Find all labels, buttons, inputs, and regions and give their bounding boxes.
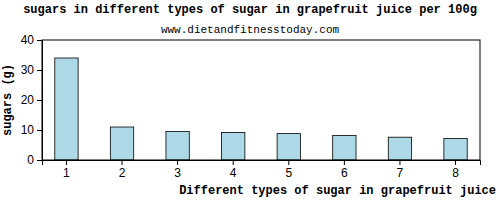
x-tick-label: 5 [285, 166, 292, 180]
y-tick: 0 [27, 153, 42, 167]
title: sugars in different types of sugar in gr… [23, 3, 477, 17]
bars [55, 58, 467, 160]
x-axis-title: Different types of sugar in grapefruit j… [179, 184, 496, 198]
x-tick: 2 [119, 160, 126, 180]
x-tick-label: 1 [63, 166, 70, 180]
x-tick-mark [177, 160, 178, 165]
y-axis-title: sugars (g) [1, 64, 15, 136]
x-tick: 7 [397, 160, 404, 180]
x-tick-mark [399, 160, 400, 165]
x-tick-mark [66, 160, 67, 165]
y-tick-mark [37, 160, 42, 161]
y-tick-label: 0 [27, 153, 34, 167]
y-tick-label: 40 [21, 33, 35, 47]
x-tick-label: 8 [452, 166, 459, 180]
x-tick-mark [344, 160, 345, 165]
bar [388, 137, 411, 160]
x-axis-line [43, 161, 481, 166]
y-tick-label: 10 [21, 123, 35, 137]
y-axis: 0 10 20 30 40 [21, 33, 43, 167]
x-tick-mark [455, 160, 456, 165]
x-tick: 4 [230, 160, 237, 180]
bar [166, 132, 189, 161]
x-tick: 8 [452, 160, 459, 180]
plot-frame [42, 40, 480, 160]
x-tick-label: 7 [397, 166, 404, 180]
y-axis-line [37, 41, 43, 161]
chart-svg: 0 10 20 30 40 1 2 3 4 5 6 7 8 sugars in different typ… [0, 0, 500, 200]
y-tick-mark [37, 100, 42, 101]
y-tick: 30 [21, 63, 42, 77]
y-tick-label: 20 [21, 93, 35, 107]
subtitle: www.dietandfitnesstoday.com [161, 24, 340, 36]
x-tick-label: 6 [341, 166, 348, 180]
y-tick-mark [37, 70, 42, 71]
x-tick: 5 [285, 160, 292, 180]
x-tick: 6 [341, 160, 348, 180]
x-tick-label: 3 [174, 166, 181, 180]
x-tick-mark [288, 160, 289, 165]
x-tick-mark [122, 160, 123, 165]
x-tick-mark [233, 160, 234, 165]
x-tick-label: 2 [119, 166, 126, 180]
y-tick: 40 [21, 33, 42, 47]
x-tick-label: 4 [230, 166, 237, 180]
x-tick: 3 [174, 160, 181, 180]
x-axis: 1 2 3 4 5 6 7 8 [43, 160, 481, 180]
y-tick: 10 [21, 123, 42, 137]
plot-area: 0 10 20 30 40 1 2 3 4 5 6 7 8 [21, 33, 481, 179]
bar [222, 132, 245, 160]
y-tick-label: 30 [21, 63, 35, 77]
bar [333, 135, 356, 160]
x-tick: 1 [63, 160, 70, 180]
y-tick-mark [37, 130, 42, 131]
bar [277, 134, 300, 160]
bar [55, 58, 78, 160]
y-tick: 20 [21, 93, 42, 107]
bar [444, 138, 467, 160]
y-tick-mark [37, 40, 42, 41]
bar [110, 127, 133, 160]
